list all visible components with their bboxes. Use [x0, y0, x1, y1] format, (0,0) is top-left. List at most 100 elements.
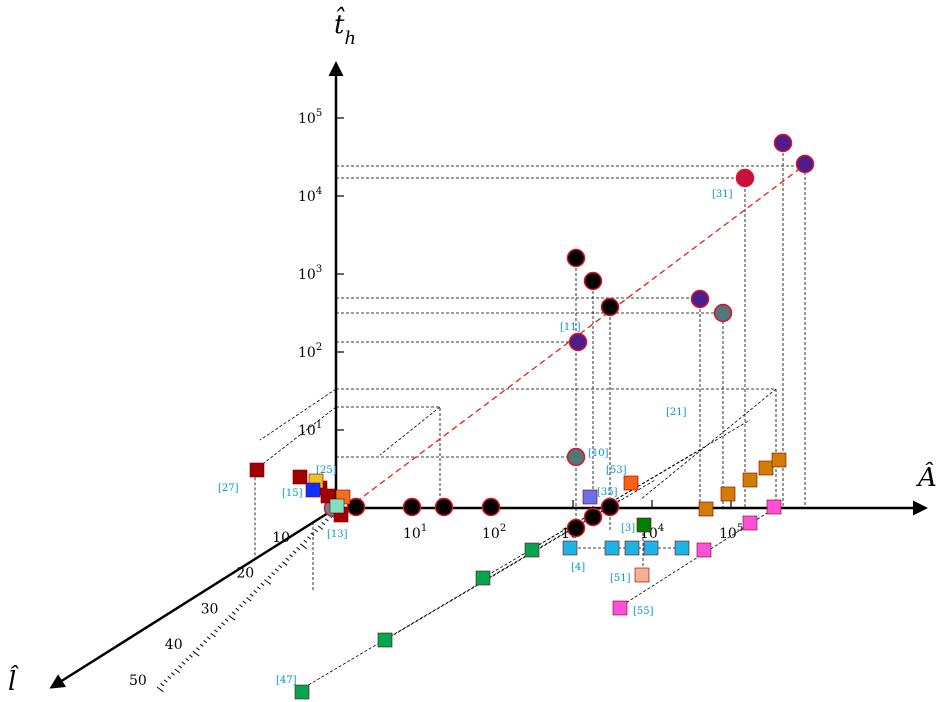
square-marker [612, 600, 628, 616]
circle-marker [434, 497, 454, 517]
z-tick [246, 597, 252, 602]
reference-label: [3] [621, 523, 635, 534]
diagonal-line [347, 163, 807, 509]
square-marker [475, 570, 491, 586]
z-tick [321, 521, 326, 526]
z-tick [196, 647, 200, 651]
z-tick [285, 557, 290, 561]
square-marker [720, 486, 736, 502]
z-tick [206, 636, 211, 640]
z-tick [163, 679, 168, 683]
square-marker [329, 498, 345, 514]
reference-label: [4] [571, 562, 585, 573]
z-tick [185, 657, 190, 662]
guide-lines [254, 143, 806, 691]
guide-line [529, 419, 751, 551]
axis-tick-labels: 1011021031041051011021031041051020304050 [129, 108, 743, 689]
z-axis-line [49, 506, 337, 689]
square-marker [742, 515, 758, 531]
square-marker [582, 489, 598, 505]
circle-marker [566, 447, 586, 467]
z-tick [310, 532, 315, 536]
guide-line [336, 406, 441, 508]
z-tick-label: 10 [272, 530, 290, 546]
circle-marker [713, 303, 733, 323]
circle-marker [583, 507, 603, 527]
reference-label: [10] [588, 448, 609, 459]
z-tick [210, 632, 216, 638]
z-tick [181, 661, 186, 665]
square-marker [634, 567, 650, 583]
y-tick-label: 101 [298, 420, 322, 439]
circle-marker [481, 497, 501, 517]
guide-line [336, 297, 701, 508]
square-marker [771, 452, 787, 468]
z-tick [264, 579, 272, 585]
square-marker [294, 684, 310, 700]
diagonal-reference-line [347, 163, 807, 509]
y-tick-label: 105 [298, 108, 322, 127]
circle-marker [568, 332, 588, 352]
z-tick [278, 564, 283, 569]
square-marker [524, 542, 540, 558]
reference-label: [55] [633, 606, 654, 617]
y-tick-label: 103 [298, 264, 322, 283]
z-tick [160, 683, 165, 687]
z-tick [249, 593, 254, 597]
square-marker [377, 632, 393, 648]
circle-marker [566, 248, 586, 268]
z-tick [307, 536, 311, 540]
z-tick [281, 561, 288, 566]
z-tick [239, 604, 243, 608]
square-marker [604, 540, 620, 556]
z-tick [199, 643, 204, 647]
z-tick [188, 654, 193, 658]
circle-marker [735, 168, 755, 188]
reference-label: [47] [276, 675, 297, 686]
z-tick-label: 40 [165, 637, 183, 653]
z-tick [156, 686, 164, 693]
z-tick [314, 529, 319, 533]
circle-marker [402, 497, 422, 517]
z-tick [167, 675, 172, 680]
z-tick [231, 611, 236, 615]
z-axis-title: l̂ [8, 665, 20, 697]
square-marker [624, 540, 640, 556]
z-tick [178, 665, 182, 669]
z-tick [228, 615, 236, 621]
z-tick-label: 30 [201, 601, 219, 617]
y-axis-title: t̂h [334, 6, 356, 48]
guide-line [299, 499, 621, 691]
x-tick-label: 102 [482, 523, 506, 542]
z-tick [289, 554, 293, 558]
reference-label: [15] [282, 488, 303, 499]
z-tick [260, 582, 265, 586]
square-marker [643, 540, 659, 556]
x-tick-label: 101 [403, 523, 427, 542]
circle-marker [773, 133, 793, 153]
square-marker [562, 540, 578, 556]
square-marker [758, 460, 774, 476]
z-tick [256, 586, 261, 590]
circle-marker [346, 497, 366, 517]
z-tick [224, 618, 229, 622]
square-marker [674, 540, 690, 556]
square-marker [742, 472, 758, 488]
z-tick [217, 625, 222, 629]
y-tick-label: 102 [298, 342, 322, 361]
square-marker [305, 482, 321, 498]
z-tick [274, 568, 279, 572]
guide-line [259, 388, 337, 441]
circle-marker [600, 497, 620, 517]
z-tick-label: 50 [129, 673, 147, 689]
reference-labels: [27] [25] [15] [13] [11] [10] [53] [35] [3] [4] [5… [218, 189, 733, 686]
z-tick [221, 622, 225, 626]
z-tick [267, 575, 272, 579]
circle-marker [600, 297, 620, 317]
circle-marker [583, 271, 603, 291]
z-tick-label: 20 [236, 566, 254, 582]
z-tick [253, 589, 258, 594]
guide-line [336, 312, 724, 508]
x-tick-label: 105 [719, 523, 743, 542]
